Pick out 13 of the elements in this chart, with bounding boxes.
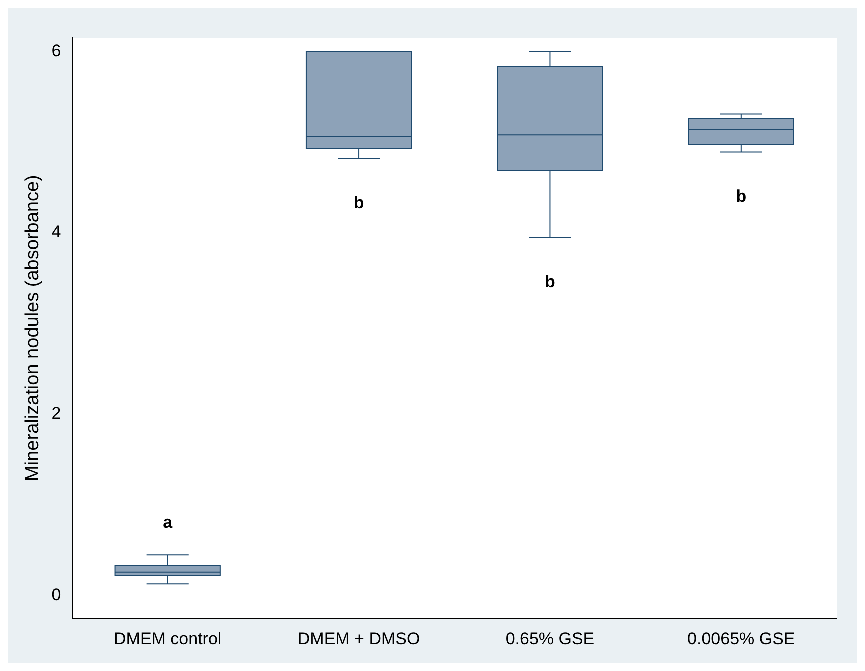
y-tick-label: 0 (52, 586, 62, 605)
x-tick-label: 0.0065% GSE (688, 629, 796, 648)
y-axis-title: Mineralization nodules (absorbance) (22, 175, 44, 482)
annotation: b (545, 272, 556, 292)
annotation: b (736, 186, 747, 206)
y-tick-label: 2 (52, 404, 62, 424)
x-tick-label: 0.65% GSE (506, 629, 595, 648)
x-tick-label: DMEM + DMSO (298, 629, 420, 648)
y-tick-label: 4 (52, 222, 62, 242)
x-tick-label: DMEM control (114, 629, 222, 648)
y-tick-label: 6 (52, 41, 62, 60)
annotation: b (354, 193, 364, 212)
annotation: a (163, 512, 174, 532)
